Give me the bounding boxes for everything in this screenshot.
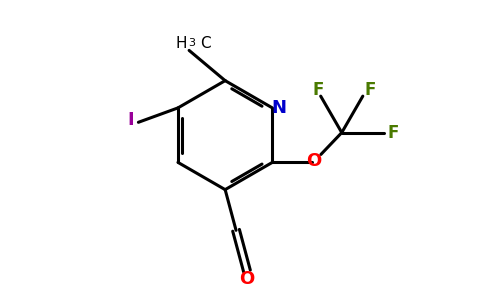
Text: O: O: [306, 152, 321, 170]
Text: C: C: [200, 37, 211, 52]
Text: F: F: [387, 124, 398, 142]
Text: 3: 3: [188, 38, 195, 48]
Text: F: F: [313, 81, 324, 99]
Text: H: H: [175, 37, 187, 52]
Text: F: F: [364, 81, 376, 99]
Text: N: N: [272, 99, 287, 117]
Text: O: O: [239, 270, 255, 288]
Text: I: I: [128, 111, 134, 129]
